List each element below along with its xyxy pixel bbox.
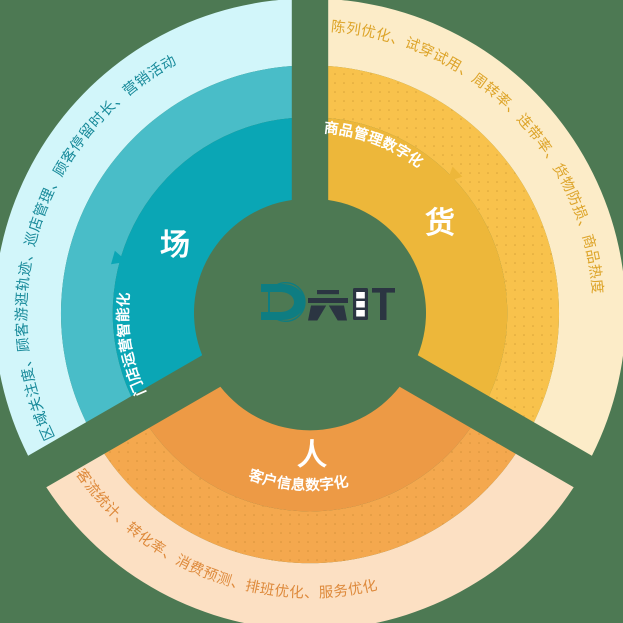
svg-text:人: 人 bbox=[297, 439, 327, 472]
svg-text:场: 场 bbox=[160, 229, 190, 262]
svg-text:货: 货 bbox=[425, 206, 455, 240]
